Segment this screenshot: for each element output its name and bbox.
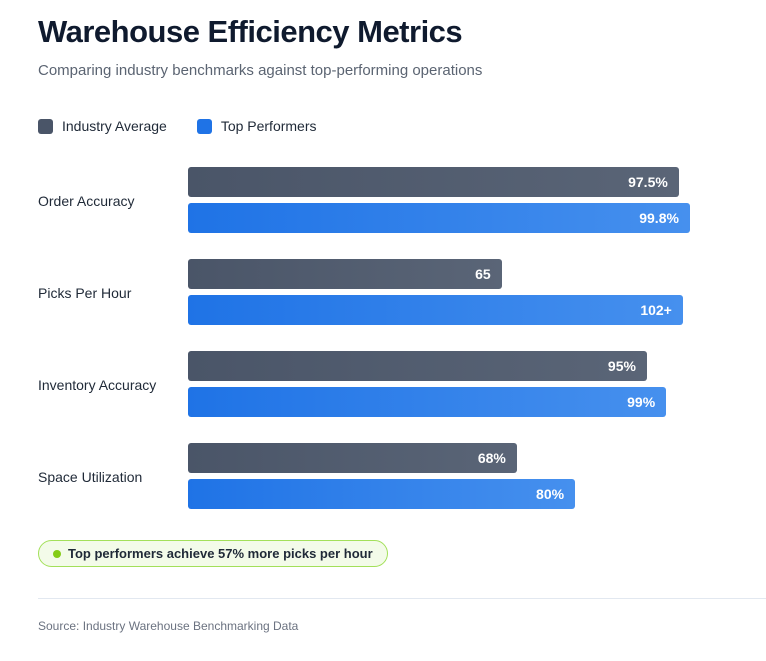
legend-label: Top Performers [220,118,317,134]
data-label: 68% [477,450,506,466]
data-label: 95% [607,358,636,374]
divider [38,598,766,599]
category-label: Inventory Accuracy [38,377,157,393]
legend-item-industry: Industry Average [38,118,167,134]
legend-swatch-industry [38,118,53,134]
data-label: 97.5% [628,174,668,190]
legend: Industry Average Top Performers [38,118,317,134]
bar-industry: 97.5% [188,167,679,197]
bar-top: 99% [188,387,667,417]
bar-group: Inventory Accuracy 95% 99% [0,351,766,417]
legend-swatch-top [196,118,212,134]
source-note: Source: Industry Warehouse Benchmarking … [38,619,299,633]
bar-group: Space Utilization 68% 80% [0,443,766,509]
chart-subtitle: Comparing industry benchmarks against to… [38,62,483,79]
data-label: 65 [475,266,491,282]
bar-industry: 65 [188,259,502,289]
category-label: Picks Per Hour [38,285,132,301]
chart-title: Warehouse Efficiency Metrics [38,14,463,49]
bar-group: Picks Per Hour 65 102+ [0,259,766,325]
category-label: Space Utilization [38,469,143,485]
insight-badge: Top performers achieve 57% more picks pe… [38,540,388,567]
bar-industry: 95% [188,351,647,381]
bar-group: Order Accuracy 97.5% 99.8% [0,167,766,233]
data-label: 99.8% [639,210,679,226]
bar-industry: 68% [188,443,517,473]
data-label: 99% [627,394,656,410]
data-label: 102+ [640,302,672,318]
bar-top: 80% [188,479,576,509]
data-label: 80% [536,486,565,502]
legend-label: Industry Average [62,118,167,134]
bar-top: 102+ [188,295,683,325]
legend-item-top: Top Performers [196,118,317,134]
dot-icon [53,549,61,558]
bar-top: 99.8% [188,203,690,233]
category-label: Order Accuracy [38,193,135,209]
insight-text: Top performers achieve 57% more picks pe… [68,546,373,561]
